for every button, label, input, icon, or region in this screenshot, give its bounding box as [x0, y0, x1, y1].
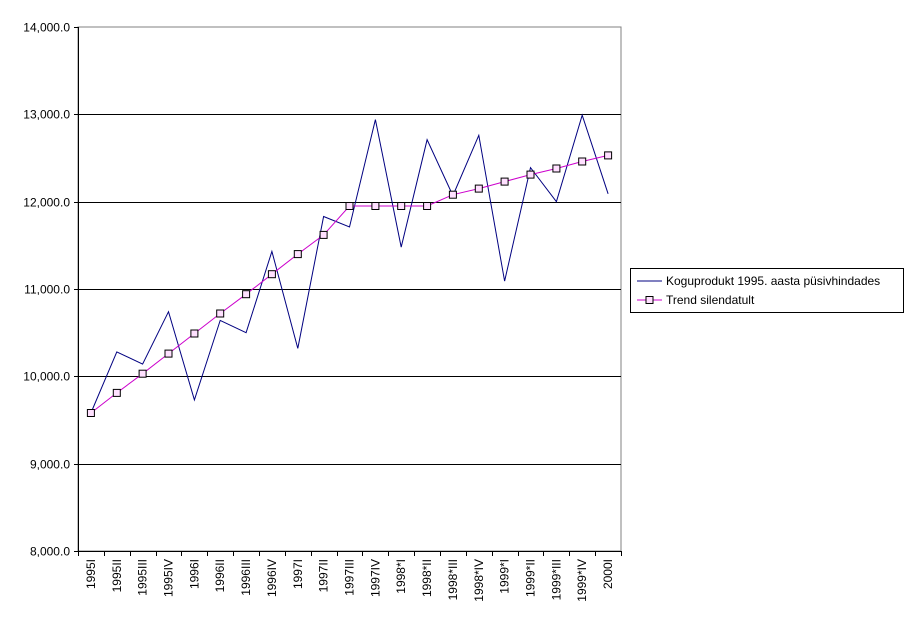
x-tick-label: 1997I — [291, 559, 305, 589]
data-point — [474, 184, 483, 193]
data-point — [112, 388, 121, 397]
data-point — [604, 151, 613, 160]
data-point — [526, 170, 535, 179]
x-tick-label: 1996I — [187, 559, 201, 589]
x-tick-label: 1998*II — [420, 559, 434, 597]
x-tick-label: 1996IV — [265, 559, 279, 597]
data-point — [164, 349, 173, 358]
legend-box — [630, 268, 904, 313]
y-tick-label: 9,000.0 — [30, 458, 70, 472]
x-tick-label: 1995II — [110, 559, 124, 592]
series-layer — [86, 113, 613, 417]
x-tick-label: 1996III — [239, 559, 253, 596]
data-point — [397, 202, 406, 210]
data-point — [345, 202, 354, 210]
legend-item: Trend silendatult — [637, 293, 755, 307]
y-tick-label: 13,000.0 — [23, 108, 70, 122]
data-point — [371, 202, 380, 210]
x-tick-label: 1996II — [213, 559, 227, 592]
x-tick-label: 1998*III — [446, 559, 460, 600]
x-tick-label: 1995I — [84, 559, 98, 589]
data-point — [190, 329, 199, 338]
x-tick-label: 1999*III — [549, 559, 563, 600]
data-point — [267, 270, 276, 279]
x-axis: 1995I 1995II 1995III 1995IV 1996I 1996II 1996I… — [78, 551, 622, 602]
x-tick-label: 1999*IV — [575, 559, 589, 602]
y-tick-label: 11,000.0 — [24, 283, 70, 297]
x-tick-label: 1999*I — [498, 559, 512, 594]
data-point — [138, 369, 147, 378]
y-tick-label: 12,000.0 — [23, 196, 70, 210]
x-tick-label: 2000I — [601, 559, 615, 589]
legend-label: Koguprodukt 1995. aasta püsivhindades — [666, 274, 880, 288]
legend-marker — [645, 296, 654, 304]
gridlines — [78, 114, 621, 465]
y-axis: 8,000.0 9,000.0 10,000.0 11,000.0 12,000.0 13… — [23, 21, 79, 559]
x-tick-label: 1998*I — [394, 559, 408, 594]
data-point — [86, 409, 95, 417]
data-point — [319, 230, 328, 239]
y-tick-label: 10,000.0 — [23, 370, 70, 384]
data-point — [500, 177, 509, 186]
y-tick-label: 8,000.0 — [30, 545, 70, 559]
series-line — [90, 113, 609, 414]
x-tick-label: 1997III — [343, 559, 357, 596]
x-tick-label: 1997II — [317, 559, 331, 592]
x-tick-label: 1997IV — [368, 559, 382, 597]
legend: Koguprodukt 1995. aasta püsivhindades Tre… — [630, 268, 904, 313]
x-tick-label: 1998*IV — [472, 559, 486, 602]
x-tick-label: 1999*II — [524, 559, 538, 597]
data-point — [552, 164, 561, 173]
series-1 — [90, 113, 609, 414]
data-point — [216, 309, 225, 318]
data-point — [423, 202, 432, 210]
legend-label: Trend silendatult — [666, 293, 755, 307]
data-point — [242, 290, 251, 299]
x-tick-label: 1995IV — [162, 559, 176, 597]
data-point — [448, 190, 457, 199]
data-point — [578, 157, 587, 166]
legend-item: Koguprodukt 1995. aasta püsivhindades — [637, 274, 880, 288]
data-point — [293, 250, 302, 259]
x-tick-label: 1995III — [136, 559, 150, 596]
series-2 — [86, 151, 613, 417]
y-tick-label: 14,000.0 — [23, 21, 70, 35]
